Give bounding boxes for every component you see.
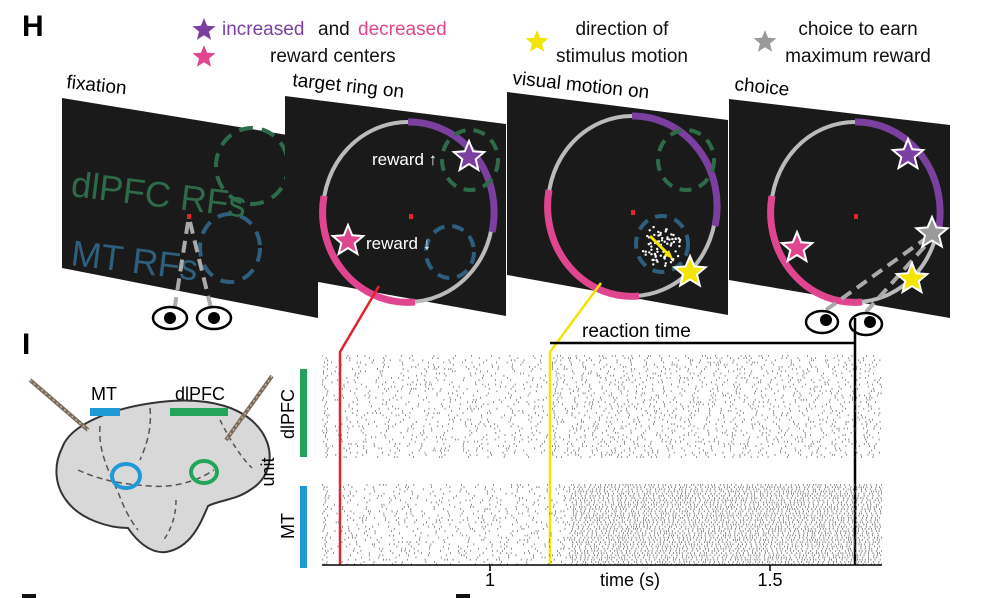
gray-star-icon [753,30,777,52]
screen-fixation-title: fixation [65,72,127,99]
motion-onset-line [548,282,603,565]
raster-plot: reaction time dlPFC MT unit 1 1.5 time (… [258,318,882,590]
mt-recording-site [110,462,142,490]
legend-choice-line1: choice to earn [798,19,917,40]
mt-unit-bar [300,486,307,568]
next-panel-letter-fragment-2 [456,594,470,598]
legend-and: and [318,19,350,40]
panel-h-letter: H [22,10,44,43]
reward-down-star-icon [330,222,366,257]
motion-arrow-icon [664,250,673,259]
reward-up-label: reward ↑ [372,150,437,169]
screen-target-ring: target ring on reward ↑ reward ↓ [285,70,506,316]
legend-increased: increased [222,19,304,40]
increased-star-icon [890,136,926,171]
screen-fixation: fixation dlPFC RFs MT RFs [62,72,318,331]
choice-star-icon [913,214,951,249]
brain-illustration: MT dlPFC [28,374,274,554]
screen-target-title: target ring on [291,70,405,103]
brain-mt-label: MT [91,384,117,404]
screen-visual-motion: visual motion on [507,68,728,315]
x-tick-1: 1 [485,570,495,590]
next-panel-letter-fragment [22,594,36,598]
x-axis-label: time (s) [600,570,660,590]
legend-direction-line2: stimulus motion [556,46,688,67]
fixation-point [187,214,191,219]
direction-star-icon [671,253,709,288]
dlpfc-recording-site [189,459,219,485]
purple-star-icon [192,18,216,40]
unit-axis-label: unit [258,457,278,486]
motion-dir-star-icon [894,260,930,295]
dlpfc-unit-bar [300,369,307,457]
spike-raster [322,355,882,565]
yellow-star-icon [525,30,549,52]
mt-electrode [28,378,90,432]
reward-up-star-icon [451,138,487,173]
legend: increased and decreased reward centers d… [192,18,931,67]
legend-reward-centers: reward centers [270,46,396,67]
decreased-star-icon [779,229,815,264]
legend-direction-line1: direction of [576,19,670,40]
eyes-icon [151,305,233,331]
legend-decreased: decreased [358,19,447,40]
reward-down-label: reward ↓ [366,234,431,253]
screen-choice: choice [729,74,951,337]
mt-group-label: MT [278,513,298,539]
x-tick-1-5: 1.5 [757,570,782,590]
screen-choice-title: choice [733,74,790,101]
pink-star-icon [192,45,216,67]
panel-i-letter: I [22,328,30,361]
eyes-choice-icon [804,309,884,337]
legend-choice-line2: maximum reward [785,46,931,67]
brain-dlpfc-label: dlPFC [175,384,225,404]
target-onset-line [338,285,381,565]
reaction-time-label: reaction time [582,321,691,342]
dlpfc-group-label: dlPFC [278,389,298,439]
